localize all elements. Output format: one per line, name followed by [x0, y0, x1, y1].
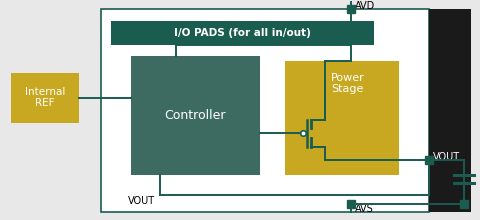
- Bar: [285, 61, 399, 175]
- Bar: [101, 9, 429, 212]
- Text: I/O PADS (for all in/out): I/O PADS (for all in/out): [174, 28, 311, 38]
- Text: VOUT: VOUT: [433, 152, 460, 162]
- Text: Internal
REF: Internal REF: [25, 87, 65, 108]
- Bar: [111, 21, 374, 45]
- Text: Power
Stage: Power Stage: [331, 73, 364, 94]
- Text: AVD: AVD: [355, 1, 376, 11]
- Bar: [429, 9, 471, 212]
- Text: AVS: AVS: [355, 204, 374, 214]
- Text: Controller: Controller: [165, 109, 226, 122]
- Bar: [11, 73, 79, 123]
- Text: VOUT: VOUT: [128, 196, 156, 206]
- Bar: [131, 56, 260, 175]
